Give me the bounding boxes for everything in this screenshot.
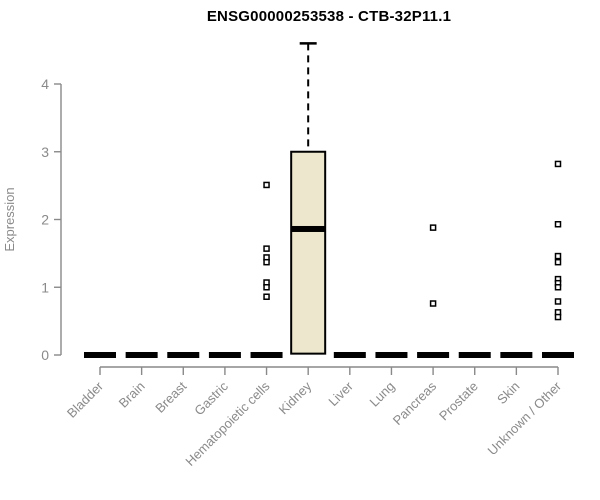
zero-box-bar <box>375 352 408 358</box>
zero-box-bar <box>208 352 241 358</box>
outlier-point <box>554 298 562 305</box>
zero-box-bar <box>125 352 158 358</box>
outlier-point <box>554 252 562 260</box>
box-lung <box>375 352 408 358</box>
box-breast <box>167 352 200 358</box>
outlier-point <box>263 293 270 300</box>
box-skin <box>500 352 533 358</box>
x-tick-label: Brain <box>116 379 148 411</box>
outlier-point <box>554 160 562 168</box>
x-tick-label: Bladder <box>64 378 107 421</box>
x-tick-label: Gastric <box>191 378 231 418</box>
outlier-point <box>554 284 562 291</box>
outlier-point <box>263 258 270 266</box>
box-bladder <box>84 352 116 358</box>
outlier-point <box>554 313 562 321</box>
x-tick-label: Breast <box>152 378 189 415</box>
x-tick-label: Unknown / Other <box>485 378 565 458</box>
median-line <box>291 225 326 232</box>
zero-box-bar <box>167 352 200 358</box>
outlier-point <box>263 284 270 291</box>
outlier-point <box>429 224 437 231</box>
iqr-box <box>290 150 327 355</box>
outlier-point <box>263 181 270 189</box>
y-axis-title: Expression <box>2 187 17 251</box>
box-unknown-other <box>542 160 574 358</box>
x-tick-label: Prostate <box>436 379 481 424</box>
box-kidney <box>290 42 327 355</box>
outlier-point <box>554 220 562 228</box>
zero-box-bar <box>333 352 366 358</box>
outlier-point <box>429 300 437 307</box>
zero-box-bar <box>458 352 491 358</box>
box-pancreas <box>417 224 450 358</box>
box-gastric <box>208 352 241 358</box>
zero-box-bar <box>250 352 283 358</box>
outlier-point <box>554 258 562 266</box>
y-tick-label: 1 <box>41 279 49 295</box>
x-tick-label: Pancreas <box>390 378 440 428</box>
y-axis: 0 1 2 3 4 Expression <box>2 76 62 363</box>
box-hematopoietic-cells <box>250 181 283 358</box>
y-tick-label: 4 <box>41 76 49 92</box>
zero-box-bar <box>500 352 533 358</box>
x-tick-label: Liver <box>325 378 356 409</box>
y-tick-label: 3 <box>41 144 49 160</box>
x-tick-label: Kidney <box>276 378 315 417</box>
x-tick-label: Lung <box>367 379 398 410</box>
outlier-point <box>263 245 270 252</box>
x-tick-label: Skin <box>494 379 522 407</box>
box-prostate <box>458 352 491 358</box>
zero-box-bar <box>84 352 116 358</box>
zero-box-bar <box>542 352 574 358</box>
y-tick-label: 2 <box>41 212 49 228</box>
zero-box-bar <box>417 352 450 358</box>
chart-title: ENSG00000253538 - CTB-32P11.1 <box>206 8 452 25</box>
y-tick-label: 0 <box>41 347 49 363</box>
box-brain <box>125 352 158 358</box>
box-liver <box>333 352 366 358</box>
